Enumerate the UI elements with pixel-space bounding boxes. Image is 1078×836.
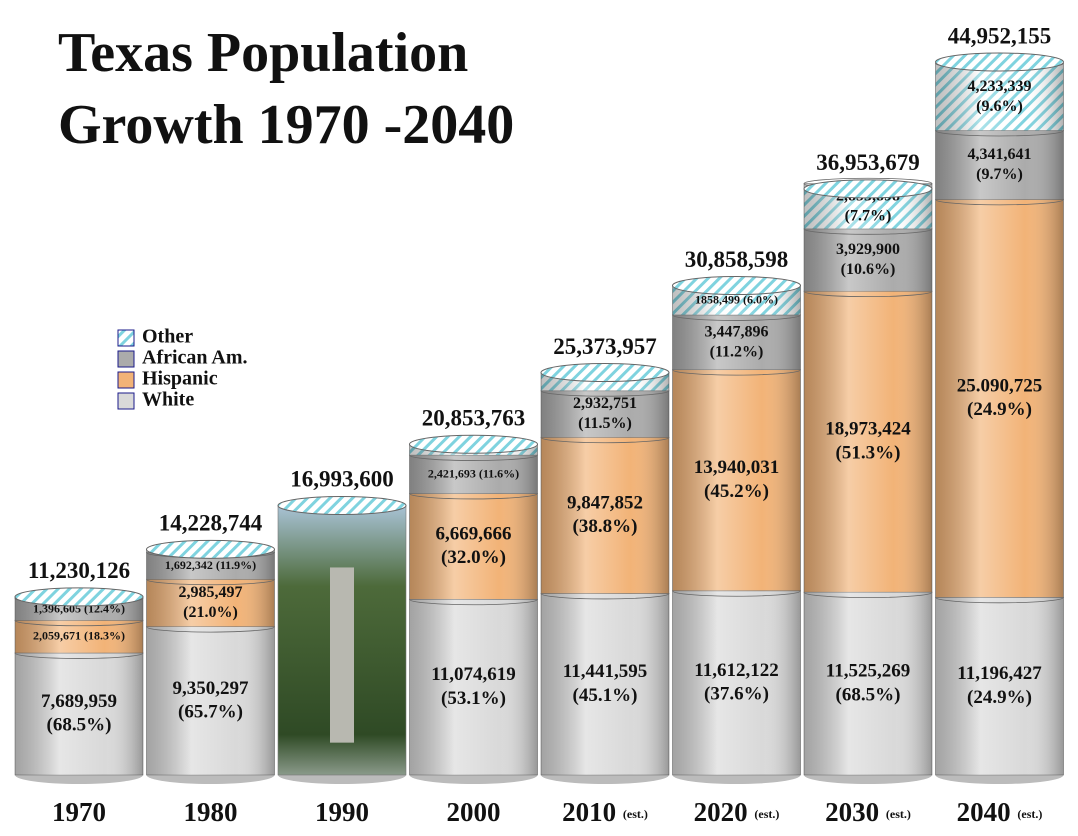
segment-value: 11,612,122 xyxy=(694,660,778,681)
x-tick-label: 2030 (est.) xyxy=(825,797,911,827)
cylinder-top xyxy=(541,364,669,382)
total-label: 25,373,957 xyxy=(553,334,657,359)
segment-value: 11,441,595 xyxy=(563,661,647,682)
segment-percent: (45.2%) xyxy=(704,481,769,502)
category: 1990 xyxy=(315,797,369,827)
segment-percent: (65.7%) xyxy=(178,702,243,723)
segment-percent: (68.5%) xyxy=(836,684,901,705)
segment-value: 2,985,497 xyxy=(179,584,243,601)
segment-value: 11,525,269 xyxy=(826,661,910,682)
segment-percent: (11.5%) xyxy=(578,415,632,432)
segment-value: 9,847,852 xyxy=(567,492,643,513)
segment-percent: (24.9%) xyxy=(967,399,1032,420)
x-tick-label: 1980 xyxy=(184,797,238,827)
legend-label: White xyxy=(142,389,194,411)
segment-value: 4,341,641 xyxy=(968,146,1032,163)
photo-pillar xyxy=(330,567,354,742)
cylinder-top xyxy=(410,435,538,453)
category: 2000 xyxy=(447,797,501,827)
category: 2020 xyxy=(694,797,748,827)
segment-value: 1,692,342 xyxy=(165,558,213,572)
segment-value: 3,447,896 xyxy=(705,323,769,340)
segment-value: 7,689,959 xyxy=(41,691,117,712)
total-label: 30,858,598 xyxy=(685,247,789,272)
segment-percent: (38.8%) xyxy=(573,516,638,537)
title-line: Growth 1970 -2040 xyxy=(58,94,514,156)
legend-label: Hispanic xyxy=(142,368,218,390)
category-note: (est.) xyxy=(623,807,648,821)
segment-value: 6,669,666 xyxy=(436,523,512,544)
x-tick-label: 1990 xyxy=(315,797,369,827)
x-tick-label: 1970 xyxy=(52,797,106,827)
cylinder-top xyxy=(936,53,1064,71)
legend-label: African Am. xyxy=(142,347,248,369)
x-tick-label: 2000 xyxy=(447,797,501,827)
category: 1970 xyxy=(52,797,106,827)
segment-percent: (10.6%) xyxy=(841,261,896,278)
total-label: 16,993,600 xyxy=(290,467,394,492)
segment-percent: (11.2%) xyxy=(710,343,764,360)
cylinder-top xyxy=(673,277,801,295)
legend-swatch xyxy=(118,372,134,388)
category: 2040 xyxy=(957,797,1011,827)
category-note: (est.) xyxy=(754,807,779,821)
cylinder-top xyxy=(804,180,932,198)
x-tick-label: 2040 (est.) xyxy=(957,797,1043,827)
segment-percent: (21.0%) xyxy=(183,604,238,621)
x-tick-label: 2010 (est.) xyxy=(562,797,648,827)
category: 1980 xyxy=(184,797,238,827)
segment-shade xyxy=(804,229,932,291)
segment-percent: (18.3%) xyxy=(84,628,125,642)
segment-value: 25.090,725 xyxy=(957,375,1043,396)
legend-label: Other xyxy=(142,326,193,348)
total-label: 44,952,155 xyxy=(948,23,1052,48)
x-tick-label: 2020 (est.) xyxy=(694,797,780,827)
total-label: 36,953,679 xyxy=(816,150,920,175)
segment-value: 2,421,693 xyxy=(428,466,476,480)
legend-swatch xyxy=(118,351,134,367)
segment-percent: (51.3%) xyxy=(836,442,901,463)
segment-percent: (24.9%) xyxy=(967,687,1032,708)
segment-value: 9,350,297 xyxy=(173,678,250,699)
segment-value: 13,940,031 xyxy=(694,457,780,478)
segment-value: 2,059,671 xyxy=(33,628,81,642)
total-label: 11,230,126 xyxy=(28,558,130,583)
segment-percent: (37.6%) xyxy=(704,684,769,705)
segment-label: 2,421,693 (11.6%) xyxy=(428,466,519,480)
category: 2010 xyxy=(562,797,616,827)
legend-swatch xyxy=(118,330,134,346)
segment-label: 2,059,671 (18.3%) xyxy=(33,628,125,642)
chart: Texas Population Growth 1970 -2040 7,689… xyxy=(0,0,1078,836)
category: 2030 xyxy=(825,797,879,827)
legend-swatch xyxy=(118,393,134,409)
total-label: 14,228,744 xyxy=(159,511,263,536)
total-label: 20,853,763 xyxy=(422,406,526,431)
segment-percent: (45.1%) xyxy=(573,685,638,706)
category-note: (est.) xyxy=(886,807,911,821)
cylinder-top xyxy=(147,540,275,558)
segment-percent: (32.0%) xyxy=(441,547,506,568)
segment-label: 1,692,342 (11.9%) xyxy=(165,558,256,572)
segment-percent: (68.5%) xyxy=(47,715,112,736)
segment-percent: (9.7%) xyxy=(976,166,1023,183)
segment-percent: (7.7%) xyxy=(845,207,892,224)
title-line: Texas Population xyxy=(58,22,468,84)
cylinder-top xyxy=(15,588,143,606)
segment-value: 11,074,619 xyxy=(431,664,515,685)
segment-value: 4,233,339 xyxy=(968,78,1032,95)
segment-value: 18,973,424 xyxy=(825,419,911,440)
category-note: (est.) xyxy=(1017,807,1042,821)
segment-percent: (9.6%) xyxy=(976,98,1023,115)
page: Texas Population Growth 1970 -2040 7,689… xyxy=(0,0,1078,836)
segment-value: 11,196,427 xyxy=(957,663,1042,684)
segment-shade xyxy=(936,63,1064,130)
segment-percent: (53.1%) xyxy=(441,688,506,709)
segment-value: 3,929,900 xyxy=(836,241,900,258)
segment-shade xyxy=(936,131,1064,200)
segment-value: 2,932,751 xyxy=(573,395,637,412)
segment-percent: (11.9%) xyxy=(216,558,256,572)
segment-percent: (11.6%) xyxy=(479,466,519,480)
cylinder-top xyxy=(278,496,406,514)
